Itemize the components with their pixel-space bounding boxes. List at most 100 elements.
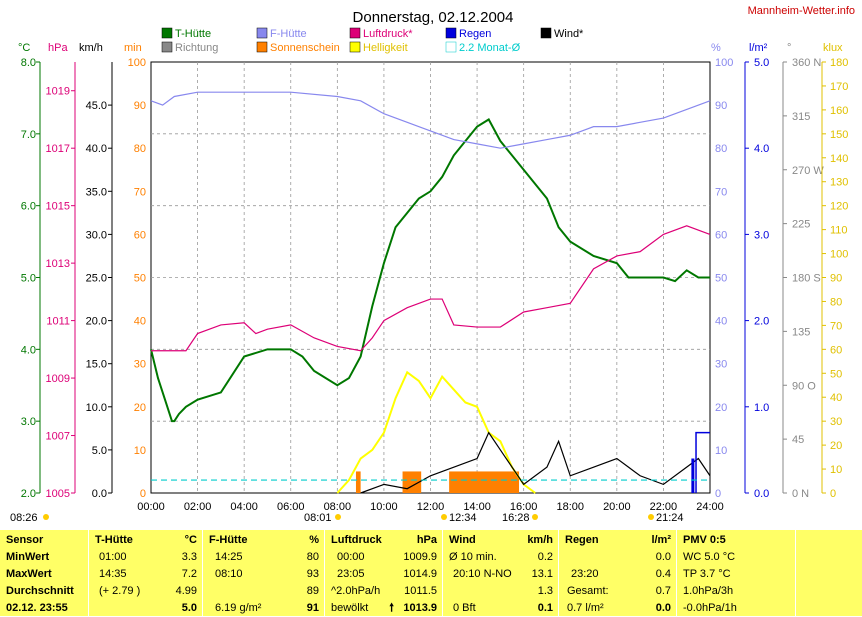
humidity-tick-label: 90 <box>715 100 727 112</box>
t-max-time: 14:35 <box>99 568 127 580</box>
p-max-val: 1014.9 <box>403 568 437 580</box>
sunshine-tick-label: 40 <box>134 316 146 328</box>
legend-swatch-8 <box>445 41 457 53</box>
sunshine-tick-label: 90 <box>134 100 146 112</box>
sunshine-tick-label: 0 <box>140 488 146 500</box>
moonrise-label: 08:26 <box>10 512 38 524</box>
series-line-5 <box>360 431 711 494</box>
sunshine-bar <box>402 471 422 493</box>
min-time-label: 21:24 <box>656 512 684 524</box>
w-avg-val: 1.3 <box>537 585 553 597</box>
x-tick-label: 08:00 <box>324 501 352 513</box>
x-tick-label: 00:00 <box>137 501 165 513</box>
rain-tick-label: 1.0 <box>754 402 769 414</box>
chart-title: Donnerstag, 02.12.2004 <box>353 9 514 26</box>
temperature-tick-label: 2.0 <box>21 488 36 500</box>
f-max-val: 93 <box>306 568 319 580</box>
sunshine-tick-label: 80 <box>134 143 146 155</box>
legend-label-7: Helligkeit <box>363 42 408 54</box>
r-total-sum: 0.7 l/m² <box>567 602 604 614</box>
direction-tick-label: 360 N <box>792 57 821 69</box>
humidity-tick-label: 60 <box>715 229 727 241</box>
humidity-tick-label: 50 <box>715 273 727 285</box>
direction-tick-label: 90 O <box>792 380 816 392</box>
legend: T-Hütte F-Hütte Luftdruck* Regen Wind* Richtu… <box>161 27 584 54</box>
temperature-tick-label: 7.0 <box>21 129 36 141</box>
legend-swatch-3 <box>445 27 457 39</box>
t-avg-extra: (+ 2.79 ) <box>99 585 141 597</box>
unit-klux: klux <box>823 42 843 54</box>
label-min: MinWert <box>6 551 50 563</box>
wind-tick-label: 20.0 <box>86 316 107 328</box>
r-total-val: 0.7 <box>655 585 671 597</box>
rain-tick-label: 5.0 <box>754 57 769 69</box>
x-tick-label: 20:00 <box>603 501 631 513</box>
wind-tick-label: 25.0 <box>86 273 107 285</box>
brightness-tick-label: 60 <box>830 344 842 356</box>
wind-tick-label: 40.0 <box>86 143 107 155</box>
sunshine-tick-label: 60 <box>134 229 146 241</box>
col-luftdruck: Luftdruck hPa 00:00 1009.9 23:05 1014.9 ^2.… <box>325 530 443 616</box>
site-name[interactable]: Mannheim-Wetter.info <box>748 5 855 17</box>
direction-tick-label: 135 <box>792 326 810 338</box>
pmv-trend-3h: 1.0hPa/3h <box>683 585 734 597</box>
unit-pct: % <box>711 42 721 54</box>
humidity-tick-label: 20 <box>715 402 727 414</box>
sensor-header: Sensor <box>6 534 44 546</box>
f-current-val: 91 <box>306 602 319 614</box>
x-tick-label: 10:00 <box>370 501 398 513</box>
w-avg-label: Ø 10 min. <box>449 551 497 563</box>
humidity-tick-label: 70 <box>715 186 727 198</box>
legend-swatch-7 <box>349 41 361 53</box>
r-max-val: 0.4 <box>655 568 671 580</box>
label-avg: Durchschnitt <box>6 585 74 597</box>
legend-swatch-2 <box>349 27 361 39</box>
sunshine-tick-label: 50 <box>134 273 146 285</box>
sunshine-tick-label: 70 <box>134 186 146 198</box>
x-tick-label: 22:00 <box>650 501 678 513</box>
sunrise-icon <box>335 514 341 520</box>
series-line-0 <box>150 118 710 423</box>
rain-bar <box>691 458 695 493</box>
label-max: MaxWert <box>6 568 52 580</box>
brightness-tick-label: 10 <box>830 464 842 476</box>
brightness-tick-label: 140 <box>830 153 848 165</box>
wind-tick-label: 45.0 <box>86 100 107 112</box>
pressure-tick-label: 1009 <box>46 373 70 385</box>
series-line-1 <box>150 91 711 149</box>
r-unit: l/m² <box>651 534 671 546</box>
rain-tick-label: 4.0 <box>754 143 769 155</box>
r-total-label: Gesamt: <box>567 585 609 597</box>
col-f-huette: F-Hütte% 14:25 80 08:10 93 89 6.19 g/m² 91 <box>203 530 325 616</box>
direction-tick-label: 45 <box>792 434 804 446</box>
rain-tick-label: 0.0 <box>754 488 769 500</box>
direction-tick-label: 0 N <box>792 488 809 500</box>
unit-lm2: l/m² <box>749 42 768 54</box>
unit-c: °C <box>18 42 30 54</box>
w-min-val: 0.2 <box>537 551 553 563</box>
unit-kmh: km/h <box>79 42 103 54</box>
w-max-time: 20:10 N-NO <box>453 568 512 580</box>
sunset-icon <box>532 514 538 520</box>
plot-area <box>150 61 711 494</box>
x-tick-label: 06:00 <box>277 501 305 513</box>
x-tick-label: 04:00 <box>230 501 258 513</box>
unit-deg: ° <box>787 42 791 54</box>
pressure-tick-label: 1007 <box>46 431 70 443</box>
col-sensor: Sensor MinWert MaxWert Durchschnitt 02.1… <box>0 530 89 616</box>
r-min-val: 0.0 <box>655 551 671 563</box>
wind-tick-label: 15.0 <box>86 359 107 371</box>
temperature-tick-label: 6.0 <box>21 201 36 213</box>
sunshine-bar <box>449 471 520 493</box>
f-max-time: 08:10 <box>215 568 243 580</box>
sunshine-tick-label: 100 <box>128 57 146 69</box>
unit-min: min <box>124 42 142 54</box>
humidity-tick-label: 40 <box>715 316 727 328</box>
x-tick-label: 16:00 <box>510 501 538 513</box>
brightness-tick-label: 150 <box>830 129 848 141</box>
legend-swatch-0 <box>161 27 173 39</box>
series-line-4 <box>336 370 536 494</box>
wind-tick-label: 0.0 <box>92 488 107 500</box>
direction-tick-label: 270 W <box>792 165 824 177</box>
x-tick-label: 18:00 <box>556 501 584 513</box>
